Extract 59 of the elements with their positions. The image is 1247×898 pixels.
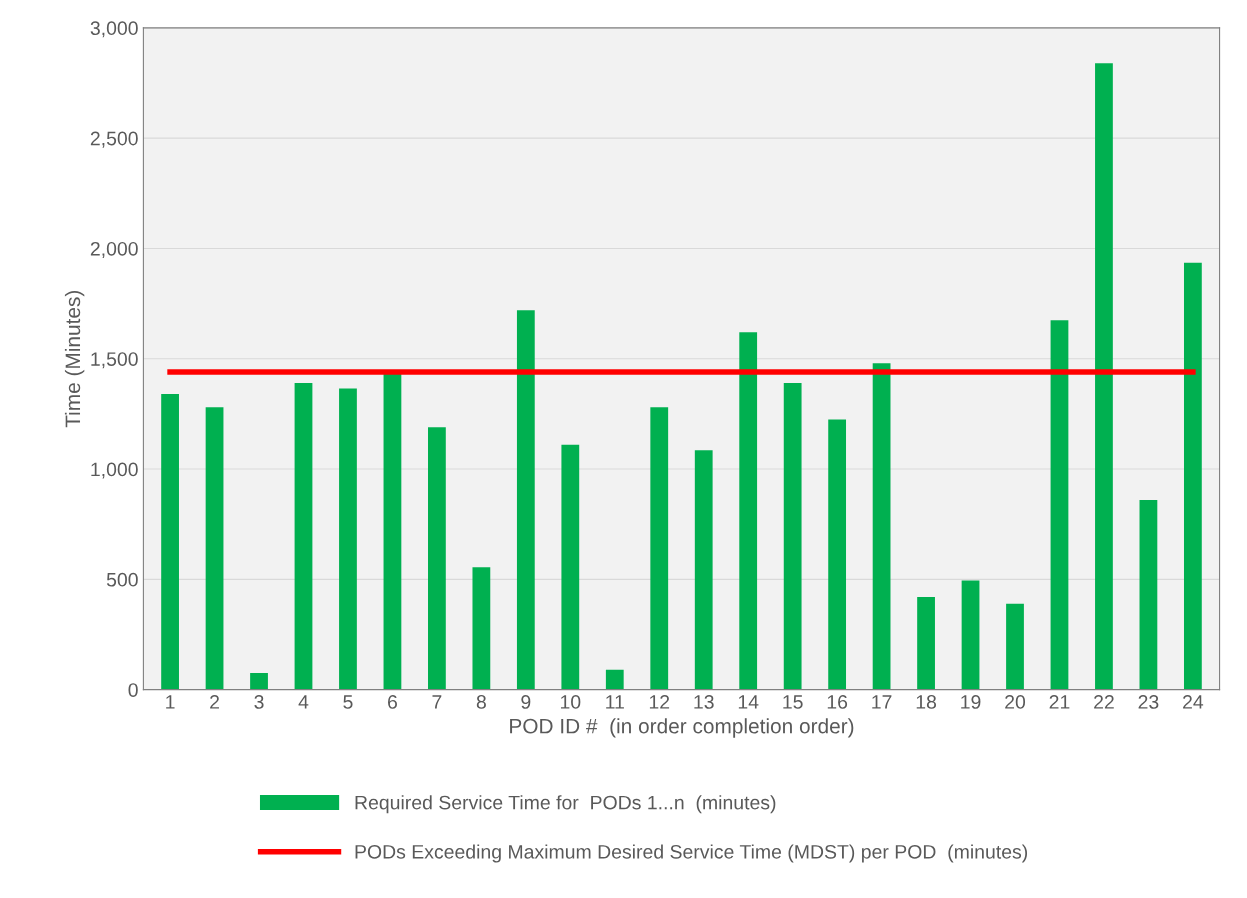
x-tick-label: 17 bbox=[872, 695, 892, 709]
bar bbox=[1095, 63, 1113, 690]
x-tick-label: 13 bbox=[694, 695, 714, 709]
bar bbox=[1006, 603, 1024, 690]
bar bbox=[1183, 262, 1202, 690]
bar bbox=[605, 669, 624, 690]
x-tick-label: 19 bbox=[961, 695, 981, 709]
bar bbox=[250, 673, 268, 690]
legend-label: Required Service Time for PODs 1...n (minutes) bbox=[355, 795, 776, 814]
bar bbox=[961, 580, 980, 690]
bar bbox=[161, 394, 179, 690]
x-tick-label: 2 bbox=[210, 695, 219, 709]
bar bbox=[828, 419, 847, 690]
x-tick-label: 20 bbox=[1005, 695, 1026, 709]
x-tick-label: 12 bbox=[649, 695, 670, 709]
y-tick-label: 2,000 bbox=[90, 241, 138, 258]
x-tick-label: 22 bbox=[1094, 695, 1114, 709]
bar bbox=[472, 567, 491, 690]
bar bbox=[383, 373, 402, 690]
x-tick-label: 24 bbox=[1183, 695, 1204, 709]
x-tick-label: 18 bbox=[916, 695, 937, 709]
bar bbox=[783, 383, 802, 690]
x-axis-title: POD ID # (in order completion order) bbox=[510, 718, 854, 738]
bar bbox=[1050, 320, 1069, 690]
x-tick-label: 5 bbox=[343, 695, 353, 709]
x-tick-label: 10 bbox=[560, 695, 581, 709]
bar bbox=[294, 383, 313, 690]
x-tick-label: 21 bbox=[1049, 695, 1070, 709]
bar bbox=[516, 310, 535, 690]
y-tick-label: 1,000 bbox=[91, 462, 138, 479]
y-tick-label: 2,500 bbox=[90, 131, 138, 148]
bar bbox=[205, 407, 224, 690]
x-tick-label: 6 bbox=[388, 695, 397, 709]
x-tick-label: 9 bbox=[521, 695, 531, 709]
x-tick-label: 3 bbox=[254, 695, 264, 709]
y-axis-title: Time (Minutes) bbox=[64, 290, 85, 428]
x-tick-label: 15 bbox=[783, 695, 803, 709]
x-tick-label: 23 bbox=[1138, 695, 1159, 709]
y-tick-label: 0 bbox=[128, 683, 138, 697]
y-tick-label: 500 bbox=[106, 572, 138, 587]
x-tick-label: 1 bbox=[166, 695, 175, 709]
x-tick-label: 8 bbox=[476, 695, 486, 709]
y-tick-label: 1,500 bbox=[91, 352, 138, 369]
x-tick-label: 16 bbox=[827, 695, 848, 709]
bar bbox=[561, 444, 580, 690]
x-tick-label: 14 bbox=[738, 695, 759, 709]
bar bbox=[739, 332, 758, 690]
bar bbox=[872, 363, 891, 690]
bar bbox=[428, 427, 446, 690]
bar bbox=[694, 450, 713, 690]
bar bbox=[650, 407, 669, 690]
x-tick-label: 4 bbox=[298, 695, 309, 709]
x-tick-label: 11 bbox=[606, 695, 624, 709]
y-tick-label: 3,000 bbox=[90, 21, 138, 38]
legend-label: PODs Exceeding Maximum Desired Service Time (MDST) per POD (minutes) bbox=[355, 844, 1028, 863]
bar bbox=[339, 388, 357, 690]
x-tick-label: 7 bbox=[432, 695, 442, 709]
bar bbox=[917, 597, 935, 690]
bar bbox=[1139, 499, 1158, 690]
